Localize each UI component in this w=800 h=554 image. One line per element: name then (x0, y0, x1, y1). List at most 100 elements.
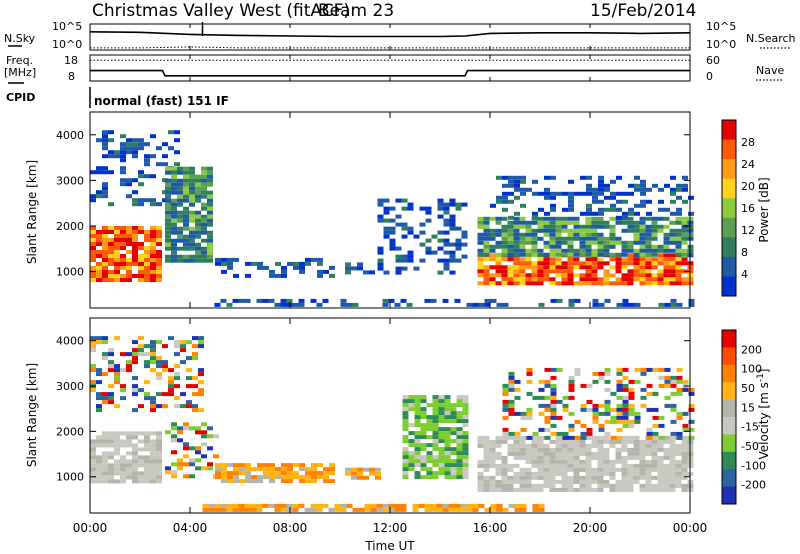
range-cell (414, 431, 421, 436)
range-cell (592, 415, 599, 420)
range-cell (120, 154, 126, 159)
range-cell (591, 224, 598, 229)
range-cell (646, 199, 652, 204)
range-cell (456, 419, 463, 424)
range-cell (114, 226, 120, 230)
range-cell (407, 226, 414, 231)
range-cell (207, 238, 213, 243)
range-cell (425, 238, 432, 243)
range-cell (257, 479, 263, 484)
cpid-text: normal (fast) 151 IF (94, 94, 229, 108)
range-cell (507, 248, 514, 253)
range-cell (150, 230, 156, 234)
range-cell (150, 404, 156, 409)
range-cell (645, 475, 652, 480)
range-cell (156, 262, 162, 266)
range-cell (501, 269, 508, 274)
range-cell (681, 439, 688, 444)
range-cell (108, 242, 114, 246)
range-cell (102, 396, 108, 401)
range-cell (462, 395, 469, 400)
range-cell (489, 447, 496, 452)
range-cell (615, 487, 622, 492)
range-cell (227, 265, 233, 270)
range-cell (622, 191, 628, 196)
range-cell (108, 479, 114, 484)
range-cell (681, 487, 688, 492)
range-cell (444, 431, 451, 436)
range-cell (627, 248, 634, 253)
range-cell (269, 273, 275, 278)
range-cell (621, 455, 628, 460)
range-cell (669, 273, 676, 278)
range-cell (207, 166, 213, 171)
range-cell (579, 273, 586, 278)
range-cell (573, 455, 580, 460)
range-cell (663, 257, 670, 262)
range-cell (579, 252, 586, 257)
range-cell (462, 423, 469, 428)
range-cell (628, 407, 635, 412)
cpid-label: CPID (6, 91, 35, 104)
range-cell (525, 443, 532, 448)
range-cell (431, 250, 438, 255)
range-cell (132, 447, 138, 452)
range-cell (461, 242, 468, 247)
range-cell (567, 277, 574, 282)
range-cell (634, 187, 640, 192)
range-cell (408, 431, 415, 436)
range-cell (207, 434, 213, 439)
range-cell (377, 250, 384, 255)
range-cell (269, 463, 275, 468)
range-cell (414, 415, 421, 420)
range-cell (579, 232, 586, 237)
range-cell (489, 277, 496, 282)
range-cell (156, 146, 162, 151)
range-cell (651, 435, 658, 440)
range-cell (651, 439, 658, 444)
range-cell (120, 146, 126, 151)
colorbar-tick: 100 (741, 363, 762, 376)
range-cell (513, 269, 520, 274)
range-cell (90, 246, 96, 250)
range-cell (549, 248, 556, 253)
range-cell (382, 507, 389, 512)
range-cell (550, 207, 556, 212)
range-cell (543, 228, 550, 233)
range-cell (669, 483, 676, 488)
range-cell (102, 435, 108, 440)
range-cell (90, 479, 96, 484)
range-cell (681, 236, 688, 241)
range-cell (144, 154, 150, 159)
range-cell (603, 451, 610, 456)
range-cell (676, 379, 683, 384)
range-cell (150, 467, 156, 472)
range-cell (477, 487, 484, 492)
range-cell (207, 218, 213, 223)
range-cell (675, 240, 682, 245)
range-cell (238, 503, 245, 508)
range-cell (171, 470, 177, 475)
range-cell (207, 190, 213, 195)
range-cell (507, 443, 514, 448)
range-cell (658, 423, 665, 428)
range-cell (549, 459, 556, 464)
range-cell (615, 479, 622, 484)
range-cell (207, 210, 213, 215)
range-cell (138, 463, 144, 468)
range-cell (426, 451, 433, 456)
range-cell (567, 447, 574, 452)
range-cell (646, 431, 653, 436)
range-cell (669, 487, 676, 492)
range-cell (549, 471, 556, 476)
range-cell (640, 203, 646, 208)
range-cell (561, 277, 568, 282)
range-cell (201, 226, 207, 231)
range-cell (627, 483, 634, 488)
range-cell (622, 211, 628, 216)
range-cell (616, 415, 623, 420)
range-cell (651, 216, 658, 221)
nave-label: Nave (756, 64, 784, 77)
range-cell (513, 435, 520, 440)
